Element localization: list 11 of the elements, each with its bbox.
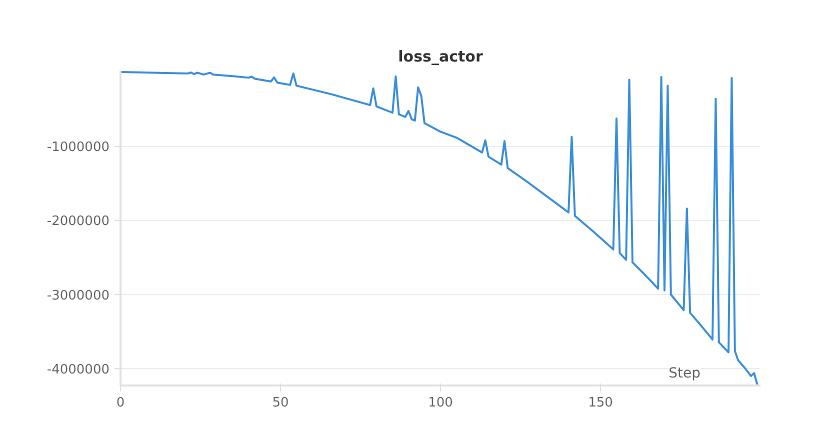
x-tick-label: 0 — [116, 396, 125, 410]
y-tick-label: -1000000 — [46, 140, 110, 156]
x-axis-title: Step — [668, 366, 701, 382]
y-tick-label: -3000000 — [46, 288, 110, 304]
x-tick-label: 50 — [272, 396, 289, 410]
x-tick-label: 150 — [588, 396, 613, 410]
chart-title: loss_actor — [398, 48, 484, 66]
y-tick-label: -4000000 — [46, 362, 110, 378]
y-tick-label: -2000000 — [46, 214, 110, 230]
line-series — [120, 70, 758, 386]
x-tick-label: 100 — [428, 396, 453, 410]
